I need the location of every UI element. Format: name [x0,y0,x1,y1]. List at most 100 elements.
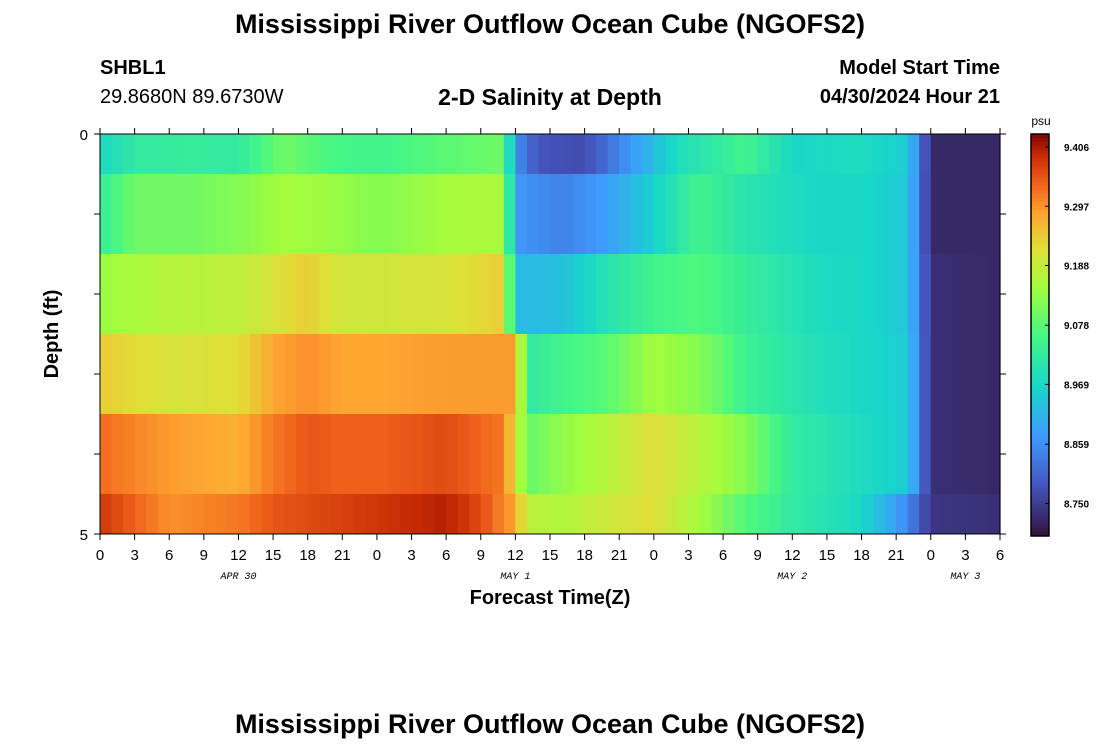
heatmap-cell-layer3-hour74 [953,334,966,414]
heatmap-cell-layer1-hour49 [665,174,678,254]
heatmap-cell-layer4-hour17 [296,414,309,494]
heatmap-cell-layer1-hour74 [953,174,966,254]
colorbar-swatch [1031,491,1049,497]
heatmap-cell-layer0-hour19 [319,134,332,174]
heatmap-cell-layer5-hour46 [630,494,643,534]
heatmap-cell-layer1-hour20 [330,174,343,254]
heatmap-cell-layer3-hour21 [342,334,355,414]
heatmap-cell-layer3-hour63 [826,334,840,414]
heatmap-cell-layer4-hour55 [734,414,747,494]
colorbar-swatch [1031,198,1049,203]
heatmap-cell-layer1-hour17 [296,174,309,254]
heatmap-cell-layer2-hour9 [203,254,216,334]
model-start-label: Model Start Time [839,57,1000,79]
heatmap-cell-layer5-hour35 [503,494,516,534]
heatmap-cell-layer5-hour8 [192,494,205,534]
heatmap-cell-layer4-hour38 [538,414,551,494]
heatmap-cell-layer5-hour28 [423,494,436,534]
heatmap-cell-layer1-hour9 [203,174,216,254]
colorbar-swatch [1031,146,1049,151]
colorbar-swatch [1031,190,1049,195]
colorbar-swatch [1031,230,1049,235]
heatmap-cell-layer5-hour19 [319,494,332,534]
heatmap-cell-layer0-hour56 [746,134,759,174]
x-tick-label: 12 [507,547,524,564]
x-tick-label: 15 [265,547,282,564]
colorbar-swatch [1031,443,1049,449]
colorbar-swatch [1031,447,1049,453]
heatmap-cell-layer0-hour1 [111,134,124,174]
colorbar-swatch [1031,290,1049,296]
heatmap-cell-layer2-hour73 [942,254,955,334]
heatmap-cell-layer4-hour44 [607,414,620,494]
colorbar-swatch [1031,363,1049,368]
colorbar-swatch [1031,487,1049,493]
heatmap-cell-layer0-hour47 [642,134,655,174]
heatmap-cell-layer4-hour14 [261,414,274,494]
heatmap-cell-layer2-hour8 [192,254,205,334]
heatmap-cell-layer4-hour9 [203,414,216,494]
heatmap-cell-layer2-hour76 [976,254,990,334]
heatmap-cell-layer4-hour30 [446,414,459,494]
heatmap-cell-layer2-hour44 [607,254,620,334]
station-location: 29.8680N 89.6730W [100,86,284,108]
colorbar-swatch [1031,214,1049,219]
heatmap-cell-layer0-hour21 [342,134,355,174]
heatmap-cell-layer3-hour58 [769,334,782,414]
heatmap-cell-layer5-hour27 [411,494,424,534]
x-tick-label: 18 [576,547,593,564]
heatmap-cell-layer1-hour37 [526,174,540,254]
heatmap-cell-layer0-hour57 [757,134,770,174]
heatmap-cell-layer4-hour49 [665,414,678,494]
x-tick-label: 0 [96,547,104,564]
heatmap-cell-layer3-hour13 [250,334,263,414]
heatmap-cell-layer5-hour56 [746,494,759,534]
heatmap-cell-layer4-hour7 [180,414,193,494]
colorbar-swatch [1031,371,1049,376]
heatmap-cell-layer0-hour7 [180,134,193,174]
colorbar-swatch [1031,375,1049,380]
colorbar-tick-label: 9.297 [1064,202,1089,213]
heatmap-cell-layer4-hour40 [561,414,574,494]
colorbar-swatch [1031,355,1049,360]
heatmap-cell-layer5-hour2 [123,494,136,534]
heatmap-cell-layer4-hour27 [411,414,424,494]
heatmap-cell-layer5-hour77 [988,494,1001,534]
heatmap-cell-layer0-hour46 [630,134,643,174]
heatmap-cell-layer0-hour72 [930,134,943,174]
colorbar-swatch [1031,387,1049,392]
x-tick-label: 3 [130,547,138,564]
heatmap-cell-layer3-hour7 [180,334,193,414]
heatmap-cell-layer0-hour65 [850,134,863,174]
heatmap-cell-layer1-hour56 [746,174,759,254]
x-axis: 0 3 6 9 12 15 18 21 0 3 6 9 12 15 18 21 0 3 6 9 12 15 18 21 0 3 6 A… [96,128,1004,583]
heatmap-cell-layer0-hour43 [596,134,609,174]
heatmap-cell-layer3-hour34 [492,334,505,414]
heatmap-cell-layer2-hour65 [850,254,863,334]
heatmap-cell-layer5-hour23 [365,494,378,534]
heatmap-cell-layer0-hour29 [434,134,447,174]
heatmap-cell-layer5-hour25 [388,494,401,534]
heatmap-cell-layer3-hour30 [446,334,459,414]
heatmap-cell-layer3-hour8 [192,334,205,414]
colorbar-swatch [1031,250,1049,256]
heatmap-cell-layer3-hour29 [434,334,447,414]
heatmap-cell-layer3-hour23 [365,334,378,414]
heatmap-cell-layer0-hour62 [815,134,828,174]
heatmap-cell-layer1-hour27 [411,174,424,254]
heatmap-cell-layer5-hour68 [884,494,897,534]
heatmap-cell-layer3-hour45 [619,334,632,414]
heatmap-cell-layer3-hour19 [319,334,332,414]
heatmap-cell-layer5-hour38 [538,494,551,534]
heatmap-cell-layer2-hour53 [711,254,724,334]
heatmap-cell-layer4-hour33 [480,414,493,494]
heatmap-cell-layer5-hour24 [376,494,390,534]
heatmap-cell-layer4-hour50 [676,414,690,494]
heatmap-cell-layer4-hour15 [273,414,286,494]
heatmap-cell-layer3-hour49 [665,334,678,414]
heatmap-cell-layer1-hour47 [642,174,655,254]
heatmap-cell-layer1-hour6 [169,174,182,254]
heatmap-cell-layer4-hour12 [238,414,251,494]
heatmap-cell-layer5-hour14 [261,494,274,534]
